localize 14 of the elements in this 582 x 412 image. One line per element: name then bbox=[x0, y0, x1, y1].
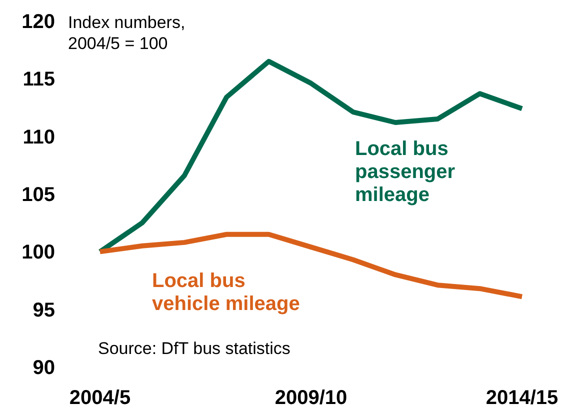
x-tick-label: 2009/10 bbox=[274, 387, 348, 409]
y-tick-label: 115 bbox=[22, 68, 55, 91]
x-tick-label: 2014/15 bbox=[486, 387, 558, 409]
y-tick-label: 105 bbox=[22, 184, 55, 206]
series-label: Local bus passenger mileage bbox=[355, 138, 456, 206]
annotation: Source: DfT bus statistics bbox=[98, 339, 290, 358]
y-tick-label: 120 bbox=[22, 11, 55, 33]
y-tick-label: 90 bbox=[32, 357, 55, 379]
y-axis-title: Index numbers, 2004/5 = 100 bbox=[68, 13, 186, 53]
y-tick-label: 110 bbox=[22, 126, 55, 148]
x-tick-label: 2004/5 bbox=[69, 387, 131, 409]
y-tick-label: 95 bbox=[32, 299, 55, 322]
series-label: Local bus vehicle mileage bbox=[152, 270, 300, 315]
y-tick-label: 100 bbox=[22, 242, 55, 264]
